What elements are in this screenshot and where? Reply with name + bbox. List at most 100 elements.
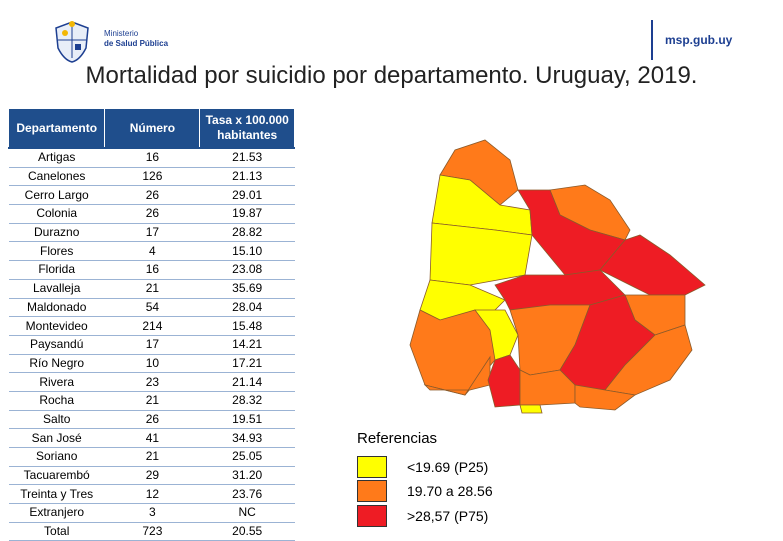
legend-swatch-mid bbox=[357, 480, 387, 502]
cell-numero: 16 bbox=[145, 262, 160, 277]
table-row: Colonia 26 19.87 bbox=[8, 205, 295, 224]
table-row: Artigas 16 21.53 bbox=[8, 148, 295, 168]
col-header-departamento: Departamento bbox=[7, 108, 106, 149]
cell-departamento: Durazno bbox=[34, 225, 80, 240]
cell-numero: 4 bbox=[149, 243, 156, 258]
cell-numero: 21 bbox=[145, 281, 160, 296]
cell-departamento: San José bbox=[31, 430, 82, 445]
cell-departamento: Cerro Largo bbox=[24, 187, 89, 202]
legend-label-mid: 19.70 a 28.56 bbox=[407, 483, 493, 499]
cell-departamento: Salto bbox=[43, 411, 71, 426]
col-header-tasa: Tasa x 100.000 habitantes bbox=[199, 108, 295, 149]
legend-swatch-high bbox=[357, 505, 387, 527]
cell-numero: 16 bbox=[145, 150, 160, 165]
cell-tasa: 28.82 bbox=[232, 225, 263, 240]
table-row: Treinta y Tres 12 23.76 bbox=[8, 485, 295, 504]
cell-numero: 54 bbox=[145, 299, 160, 314]
suicide-table: Departamento Número Tasa x 100.000 habit… bbox=[7, 108, 295, 541]
cell-tasa: 21.14 bbox=[232, 374, 263, 389]
cell-departamento: Colonia bbox=[36, 206, 78, 221]
col-header-numero: Número bbox=[104, 108, 201, 149]
table-row: Rocha 21 28.32 bbox=[8, 391, 295, 411]
site-link[interactable]: msp.gub.uy bbox=[665, 33, 733, 47]
cell-tasa: 23.08 bbox=[232, 262, 263, 277]
cell-tasa: 35.69 bbox=[232, 281, 263, 296]
cell-departamento: Artigas bbox=[38, 150, 76, 165]
cell-numero: 21 bbox=[145, 449, 160, 464]
cell-departamento: Tacuarembó bbox=[23, 468, 90, 483]
col-header-tasa-line2: habitantes bbox=[217, 128, 278, 142]
region-cerro-largo bbox=[599, 234, 706, 296]
cell-numero: 3 bbox=[149, 505, 156, 520]
cell-departamento: Canelones bbox=[28, 169, 86, 184]
table-row: Cerro Largo 26 29.01 bbox=[8, 186, 295, 205]
table-row: Tacuarembó 29 31.20 bbox=[8, 466, 295, 485]
table-row: Flores 4 15.10 bbox=[8, 242, 295, 261]
table-row: Paysandú 17 14.21 bbox=[8, 335, 295, 355]
table-row: Lavalleja 21 35.69 bbox=[8, 279, 295, 298]
region-montevideo bbox=[519, 404, 543, 414]
cell-tasa: 21.53 bbox=[232, 150, 263, 165]
cell-departamento: Rivera bbox=[39, 374, 75, 389]
cell-numero: 21 bbox=[145, 393, 160, 408]
table-row: Montevideo 214 15.48 bbox=[8, 317, 295, 336]
cell-tasa: 15.48 bbox=[232, 318, 263, 333]
cell-tasa: 17.21 bbox=[232, 355, 263, 370]
cell-tasa: 29.01 bbox=[232, 187, 263, 202]
table-row: Total 723 20.55 bbox=[8, 522, 295, 541]
cell-departamento: Extranjero bbox=[29, 505, 85, 520]
table-row: Maldonado 54 28.04 bbox=[8, 298, 295, 317]
cell-tasa: 19.51 bbox=[232, 411, 263, 426]
cell-tasa: 19.87 bbox=[232, 206, 263, 221]
cell-tasa: 34.93 bbox=[232, 430, 263, 445]
cell-numero: 26 bbox=[145, 411, 160, 426]
cell-numero: 126 bbox=[142, 169, 163, 184]
cell-departamento: Lavalleja bbox=[33, 281, 81, 296]
cell-tasa: 28.04 bbox=[232, 299, 263, 314]
cell-numero: 41 bbox=[145, 430, 160, 445]
header-divider bbox=[651, 20, 653, 60]
uruguay-map bbox=[409, 139, 706, 414]
cell-departamento: Montevideo bbox=[25, 318, 88, 333]
cell-tasa: NC bbox=[238, 505, 256, 520]
cell-tasa: 14.21 bbox=[232, 337, 263, 352]
cell-departamento: Rocha bbox=[39, 393, 75, 408]
cell-departamento: Maldonado bbox=[27, 299, 87, 314]
cell-numero: 29 bbox=[145, 468, 160, 483]
legend-label-low: <19.69 (P25) bbox=[407, 459, 489, 475]
cell-numero: 214 bbox=[142, 318, 163, 333]
cell-numero: 723 bbox=[142, 524, 163, 539]
table-row: Durazno 17 28.82 bbox=[8, 223, 295, 242]
legend-swatch-low bbox=[357, 456, 387, 478]
table-row: Canelones 126 21.13 bbox=[8, 167, 295, 186]
legend-title: Referencias bbox=[357, 430, 438, 447]
cell-departamento: Soriano bbox=[36, 449, 78, 464]
cell-tasa: 25.05 bbox=[232, 449, 263, 464]
table-row: Salto 26 19.51 bbox=[8, 410, 295, 429]
cell-tasa: 23.76 bbox=[232, 486, 263, 501]
logo-line-2: de Salud Pública bbox=[104, 39, 169, 48]
table-row: Florida 16 23.08 bbox=[8, 261, 295, 280]
cell-departamento: Paysandú bbox=[30, 337, 84, 352]
cell-tasa: 15.10 bbox=[232, 243, 263, 258]
cell-numero: 26 bbox=[145, 187, 160, 202]
cell-departamento: Treinta y Tres bbox=[20, 486, 94, 501]
table-row: San José 41 34.93 bbox=[8, 429, 295, 448]
table-header-row: Departamento Número Tasa x 100.000 habit… bbox=[7, 108, 295, 149]
cell-numero: 23 bbox=[145, 374, 160, 389]
legend-label-high: >28,57 (P75) bbox=[407, 508, 489, 524]
cell-numero: 26 bbox=[145, 206, 160, 221]
cell-numero: 12 bbox=[145, 486, 160, 501]
table-row: Extranjero 3 NC bbox=[8, 504, 295, 523]
cell-tasa: 28.32 bbox=[232, 393, 263, 408]
msp-logo: Ministerio de Salud Pública bbox=[52, 20, 212, 64]
cell-departamento: Florida bbox=[38, 262, 76, 277]
page-title: Mortalidad por suicidio por departamento… bbox=[85, 62, 698, 89]
cell-numero: 10 bbox=[145, 355, 160, 370]
cell-departamento: Flores bbox=[40, 243, 74, 258]
uruguay-seal-icon bbox=[55, 21, 89, 63]
cell-departamento: Río Negro bbox=[29, 355, 85, 370]
cell-tasa: 21.13 bbox=[232, 169, 263, 184]
legend: Referencias <19.69 (P25) 19.70 a 28.56 >… bbox=[357, 430, 577, 527]
logo-line-1: Ministerio bbox=[104, 29, 139, 38]
